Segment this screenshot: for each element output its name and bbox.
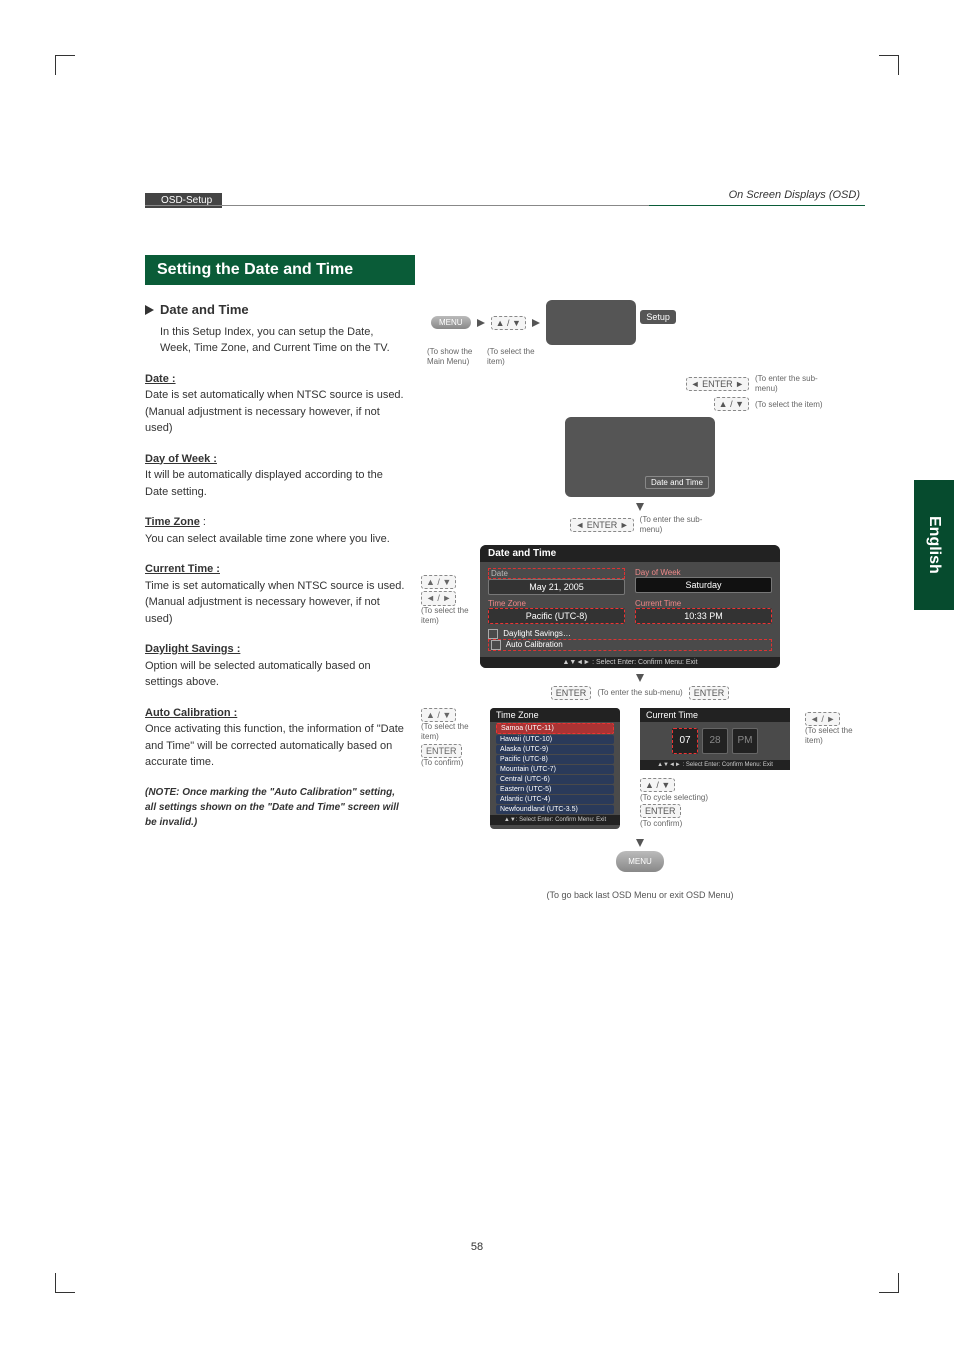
sub-date-body: Date is set automatically when NTSC sour… — [145, 389, 404, 434]
tz-item: Hawaii (UTC-10) — [496, 735, 614, 744]
sub-date-head: Date : — [145, 373, 176, 385]
tz-item: Atlantic (UTC-4) — [496, 795, 614, 804]
dt-date-label: Date — [488, 568, 625, 579]
ct-footer: ▲▼◄► : Select Enter: Confirm Menu: Exit — [640, 760, 790, 770]
sub-ac-head: Auto Calibration : — [145, 707, 237, 719]
annot-confirm-tz: (To confirm) — [421, 758, 463, 767]
arrow-down-icon — [636, 503, 644, 511]
annot-select-ct: (To select the item) — [805, 726, 853, 745]
nav-lr-ct: ◄ / ► — [805, 712, 840, 727]
right-column: MENU ▲ / ▼ Setup (To show the Main Menu)… — [425, 300, 855, 900]
ct-min: 28 — [702, 728, 728, 754]
left-column: Date and Time In this Setup Index, you c… — [145, 300, 405, 900]
annot-cycle-ct: (To cycle selecting) — [640, 793, 708, 802]
nav-ud-ct: ▲ / ▼ — [640, 778, 675, 792]
ct-panel: Current Time 07 28 PM ▲▼◄► : Select Ente… — [640, 708, 790, 770]
note-text: (NOTE: Once marking the "Auto Calibratio… — [145, 785, 405, 830]
dt-ds-label: Daylight Savings… — [503, 629, 571, 638]
sub-ct-body: Time is set automatically when NTSC sour… — [145, 580, 404, 625]
language-tab: English — [914, 480, 954, 610]
arrow-right-icon — [532, 319, 540, 327]
tz-panel: Time Zone Samoa (UTC-11)Hawaii (UTC-10)A… — [490, 708, 620, 829]
arrow-down-icon-3 — [636, 839, 644, 847]
ct-title: Current Time — [640, 708, 790, 722]
date-time-panel: Date and Time Date May 21, 2005 Day of W… — [480, 545, 780, 668]
intro-text: In this Setup Index, you can setup the D… — [145, 324, 405, 357]
section-heading: Date and Time — [145, 300, 405, 320]
dt-title: Date and Time — [480, 545, 780, 562]
sub-tz-colon: : — [200, 516, 206, 528]
nav-updown-icon: ▲ / ▼ — [491, 316, 526, 330]
nav-enter-tz: ENTER — [421, 744, 462, 759]
nav-updown-side: ▲ / ▼ — [421, 575, 456, 590]
page-content: OSD-Setup On Screen Displays (OSD) Setti… — [145, 195, 865, 900]
sub-dow-head: Day of Week : — [145, 453, 217, 465]
dt-date-val: May 21, 2005 — [488, 579, 625, 595]
sub-ds-head: Daylight Savings : — [145, 643, 240, 655]
tz-item: Eastern (UTC-5) — [496, 785, 614, 794]
sub-dow-body: It will be automatically displayed accor… — [145, 469, 383, 498]
dt-tz-label: Time Zone — [488, 599, 625, 608]
tz-footer: ▲▼: Select Enter: Confirm Menu: Exit — [490, 815, 620, 825]
nav-updown-icon-2: ▲ / ▼ — [714, 397, 749, 411]
dt-tz-val: Pacific (UTC-8) — [488, 608, 625, 624]
sub-tz-body: You can select available time zone where… — [145, 533, 390, 545]
tz-item: Samoa (UTC-11) — [496, 723, 614, 734]
nav-enter-3: ENTER — [551, 686, 592, 700]
checkbox-icon — [488, 629, 498, 639]
setup-highlight: Setup — [640, 310, 676, 324]
tz-item: Mountain (UTC-7) — [496, 765, 614, 774]
sub-tz-head: Time Zone — [145, 516, 200, 528]
dt-ac-label: Auto Calibration — [506, 640, 563, 649]
annot-confirm-ct: (To confirm) — [640, 819, 682, 828]
menu-button-icon: MENU — [431, 316, 471, 329]
annot-select-side: (To select the item) — [421, 606, 469, 625]
bullet-icon — [145, 305, 154, 315]
tz-item: Newfoundland (UTC-3.5) — [496, 805, 614, 814]
ct-ampm: PM — [732, 728, 758, 754]
sub-ct-head: Current Time : — [145, 563, 220, 575]
section-heading-text: Date and Time — [160, 300, 249, 320]
sub-ds-body: Option will be selected automatically ba… — [145, 660, 371, 689]
nav-enter-4: ENTER — [689, 686, 730, 700]
nav-ud-tz: ▲ / ▼ — [421, 708, 456, 723]
dt-dow-val: Saturday — [635, 577, 772, 593]
annot-select-item: (To select the item) — [487, 347, 537, 366]
title-bar: Setting the Date and Time — [145, 255, 415, 285]
tz-item: Pacific (UTC-8) — [496, 755, 614, 764]
header-divider — [145, 205, 865, 206]
tz-item: Central (UTC-6) — [496, 775, 614, 784]
annot-select-item-2: (To select the item) — [755, 400, 825, 410]
annot-select-tz: (To select the item) — [421, 722, 469, 741]
annot-enter-sub-2: (To enter the sub-menu) — [640, 515, 710, 534]
go-back-text: (To go back last OSD Menu or exit OSD Me… — [425, 890, 855, 900]
dt-footer: ▲▼◄► : Select Enter: Confirm Menu: Exit — [480, 657, 780, 668]
nav-enter-icon: ◄ ENTER ► — [686, 377, 749, 391]
annot-show-main: (To show the Main Menu) — [427, 347, 481, 366]
nav-leftright-side: ◄ / ► — [421, 591, 456, 606]
menu-final-icon: MENU — [616, 851, 664, 872]
arrow-right-icon — [477, 319, 485, 327]
header-right-label: On Screen Displays (OSD) — [729, 189, 860, 201]
ct-hour: 07 — [672, 728, 698, 754]
page-number: 58 — [0, 1241, 954, 1253]
language-label: English — [925, 516, 943, 574]
checkbox-icon-2 — [491, 640, 501, 650]
osd-setup-submenu: Date and Time — [565, 417, 715, 497]
sub-ac-body: Once activating this function, the infor… — [145, 723, 404, 768]
dt-ct-val: 10:33 PM — [635, 608, 772, 624]
arrow-down-icon-2 — [636, 674, 644, 682]
tz-title: Time Zone — [490, 708, 620, 722]
annot-enter-sub-3: (To enter the sub-menu) — [597, 688, 682, 698]
annot-enter-sub-1: (To enter the sub-menu) — [755, 374, 825, 393]
osd-main-menu: Setup — [546, 300, 636, 345]
dt-dow-label: Day of Week — [635, 568, 772, 577]
tz-item: Alaska (UTC-9) — [496, 745, 614, 754]
date-time-highlight: Date and Time — [645, 476, 709, 489]
dt-ct-label: Current Time — [635, 599, 772, 608]
nav-enter-ct: ENTER — [640, 804, 681, 818]
nav-enter-icon-2: ◄ ENTER ► — [570, 518, 633, 532]
